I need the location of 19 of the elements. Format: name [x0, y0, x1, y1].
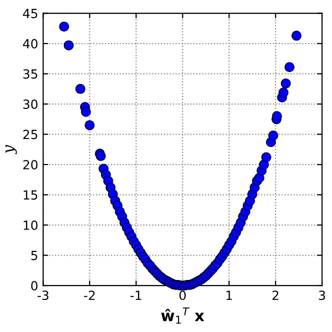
- y-tick-label: 0: [31, 280, 38, 290]
- x-tick-label: 0: [179, 290, 186, 300]
- x-tick-label: 3: [319, 290, 326, 300]
- y-tick-label: 5: [31, 250, 38, 260]
- x-tick-label: 1: [226, 290, 232, 300]
- y-tick-label: 15: [24, 190, 38, 200]
- x-axis-title: ŵ$_{1}$$^{T}$ x: [161, 307, 204, 324]
- x-tick-label: 2: [272, 290, 278, 300]
- x-tick-label: -2: [84, 290, 95, 300]
- y-axis-title: y: [6, 144, 17, 154]
- y-tick-label: 10: [24, 220, 38, 230]
- y-tick-label: 45: [23, 8, 38, 18]
- y-tick-label: 30: [23, 100, 38, 109]
- y-tick-label: 40: [23, 39, 38, 48]
- y-tick-label: 25: [23, 130, 38, 140]
- x-tick-label: -3: [38, 290, 48, 300]
- y-tick-label: 35: [23, 69, 38, 79]
- x-tick-label: -1: [130, 290, 142, 300]
- y-tick-label: 20: [23, 160, 38, 170]
